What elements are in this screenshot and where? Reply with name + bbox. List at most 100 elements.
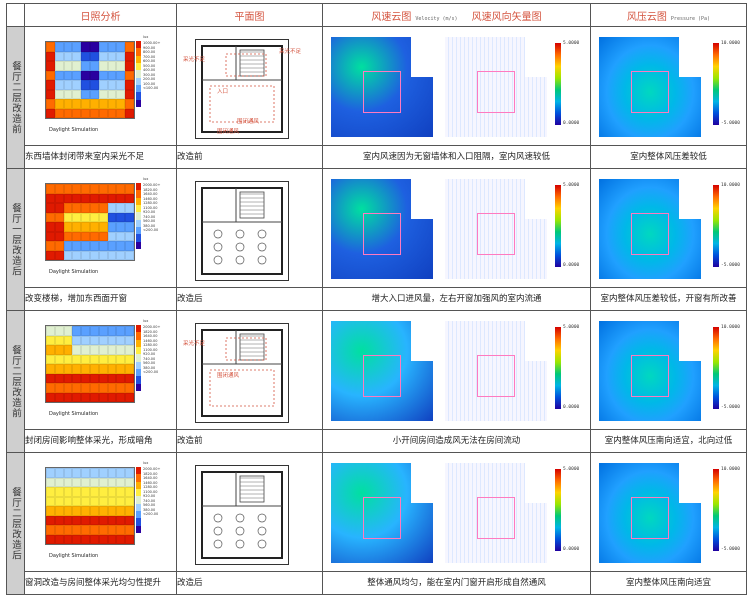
heatmap-cell <box>54 354 64 364</box>
scale-swatch <box>136 383 141 391</box>
colorbar-max: 10.0000 <box>721 325 740 330</box>
heatmap-cell <box>46 241 55 251</box>
heatmap-cell <box>63 487 73 497</box>
scale-label: 560.00 <box>143 503 156 507</box>
heatmap-cell <box>54 89 64 99</box>
scale-label: 380.00 <box>143 507 156 512</box>
heatmap-cell <box>72 335 82 345</box>
heatmap-cell <box>107 184 117 194</box>
colorbar <box>555 327 561 409</box>
wind-speed-plot <box>331 463 433 563</box>
colorbar <box>555 185 561 267</box>
wind-speed-plot <box>331 37 433 137</box>
heatmap-cell <box>90 80 99 90</box>
daylight-cell: lux 2000.00+ 1820.00 1640.00 1460.00 1280.00 1… <box>24 310 177 430</box>
scale-label: 500.00 <box>143 63 156 68</box>
scale-labels: 2000.00+ 1820.00 1640.00 1460.00 1280.00 1100… <box>143 325 160 375</box>
heatmap-cell <box>107 392 117 402</box>
heatmap-cell <box>125 193 134 203</box>
heatmap-cell <box>107 525 117 535</box>
heatmap-cell <box>46 373 55 383</box>
daylight-heatmap <box>45 467 135 545</box>
colorbar <box>713 327 719 409</box>
scale-swatch <box>136 346 141 355</box>
heatmap-cell <box>116 392 126 402</box>
caption-row: 东西墙体封闭带来室内采光不足 改造前 室内风速因为无窗墙体和入口阻隔，室内风速较低室… <box>7 145 747 169</box>
heatmap-cell <box>72 487 82 497</box>
heatmap-cell <box>63 345 73 355</box>
daylight-heatmap <box>45 325 135 403</box>
daylight-heatmap <box>45 41 135 119</box>
heatmap-cell <box>98 51 108 61</box>
heatmap-cell <box>98 184 108 194</box>
heatmap-cell <box>54 61 64 71</box>
scale-label: 740.00 <box>143 214 156 219</box>
scale-label: 1100.00 <box>143 347 158 352</box>
pressure-cell: 10.0000 -5.0000 <box>590 452 747 572</box>
colorbar <box>555 43 561 125</box>
heatmap-cell <box>90 99 99 109</box>
scale-label: 600.00 <box>143 59 156 63</box>
heatmap-cell <box>125 250 134 260</box>
heatmap-cell <box>98 487 108 497</box>
analysis-table: 日照分析 平面图 风速云图 Velocity (m/s) 风速风向矢量图 风压云图 P… <box>6 3 747 595</box>
colorbar-max: 5.0000 <box>563 41 580 46</box>
heatmap-cell <box>90 364 99 374</box>
scale-label: <200.00 <box>143 370 159 374</box>
pressure-caption: 室内整体风压差较低 <box>590 145 747 169</box>
heatmap-cell <box>125 534 134 544</box>
heatmap-cell <box>125 506 134 516</box>
heatmap-cell <box>98 373 108 383</box>
heatmap-cell <box>90 212 99 222</box>
daylight-sim-label: Daylight Simulation <box>49 127 99 133</box>
heatmap-cell <box>98 108 108 118</box>
heatmap-cell <box>46 184 55 194</box>
scale-label: 900.00 <box>143 45 156 50</box>
scale-label: <200.00 <box>143 512 159 516</box>
heatmap-cell <box>46 212 55 222</box>
heatmap-cell <box>81 70 90 80</box>
heatmap-cell <box>116 70 126 80</box>
heatmap-cell <box>63 354 73 364</box>
heatmap-cell <box>46 487 55 497</box>
heatmap-cell <box>125 231 134 241</box>
heatmap-cell <box>63 335 73 345</box>
heatmap-cell <box>72 468 82 478</box>
analysis-row: 餐厅二层改造前 lux 1000.00+ 900.00 800.00 700.00 600.… <box>6 26 747 169</box>
heatmap-cell <box>54 203 64 213</box>
heatmap-cell <box>63 392 73 402</box>
heatmap-cell <box>98 468 108 478</box>
building-void <box>411 179 433 219</box>
heatmap-cell <box>46 231 55 241</box>
vector-plot <box>445 463 547 563</box>
scale-swatch <box>136 325 141 333</box>
scale-label: 200.00 <box>143 77 156 81</box>
scale-label: 1280.00 <box>143 201 158 205</box>
heatmap-cell <box>72 203 82 213</box>
building-void <box>679 463 701 503</box>
scale-swatch <box>136 99 141 107</box>
heatmap-cell <box>107 496 117 506</box>
heatmap-cell <box>63 477 73 487</box>
heatmap-cell <box>116 326 126 336</box>
heatmap-cell <box>116 506 126 516</box>
colorbar-max: 5.0000 <box>563 183 580 188</box>
pressure-cell: 10.0000 -5.0000 <box>590 168 747 288</box>
heatmap-cell <box>72 392 82 402</box>
heatmap-cell <box>63 51 73 61</box>
heatmap-cell <box>72 534 82 544</box>
plan-note: 采光不足 <box>183 341 206 347</box>
plan-drawing <box>201 329 283 417</box>
heatmap-cell <box>81 477 90 487</box>
plan-cell <box>176 168 323 288</box>
colorbar-min: 0.0000 <box>563 405 580 410</box>
heatmap-cell <box>90 184 99 194</box>
scale-label: 560.00 <box>143 361 156 365</box>
heatmap-cell <box>63 61 73 71</box>
heatmap-cell <box>98 477 108 487</box>
heatmap-cell <box>54 51 64 61</box>
colorbar-max: 10.0000 <box>721 183 740 188</box>
heatmap-cell <box>54 212 64 222</box>
heatmap-cell <box>54 515 64 525</box>
heatmap-cell <box>98 222 108 232</box>
